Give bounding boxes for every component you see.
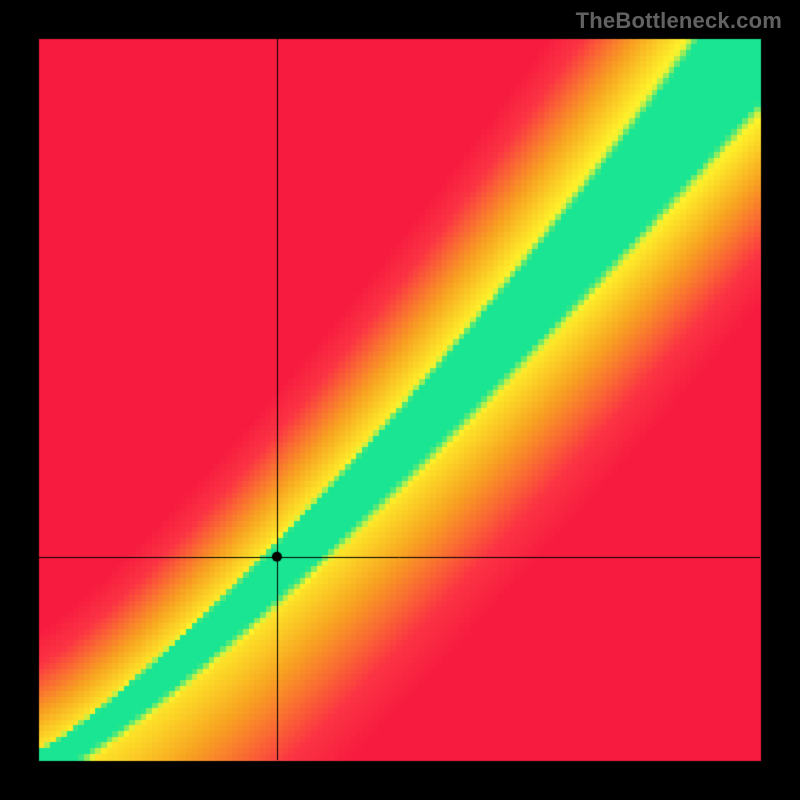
bottleneck-heatmap-canvas [0,0,800,800]
chart-container: TheBottleneck.com [0,0,800,800]
watermark-text: TheBottleneck.com [576,8,782,34]
